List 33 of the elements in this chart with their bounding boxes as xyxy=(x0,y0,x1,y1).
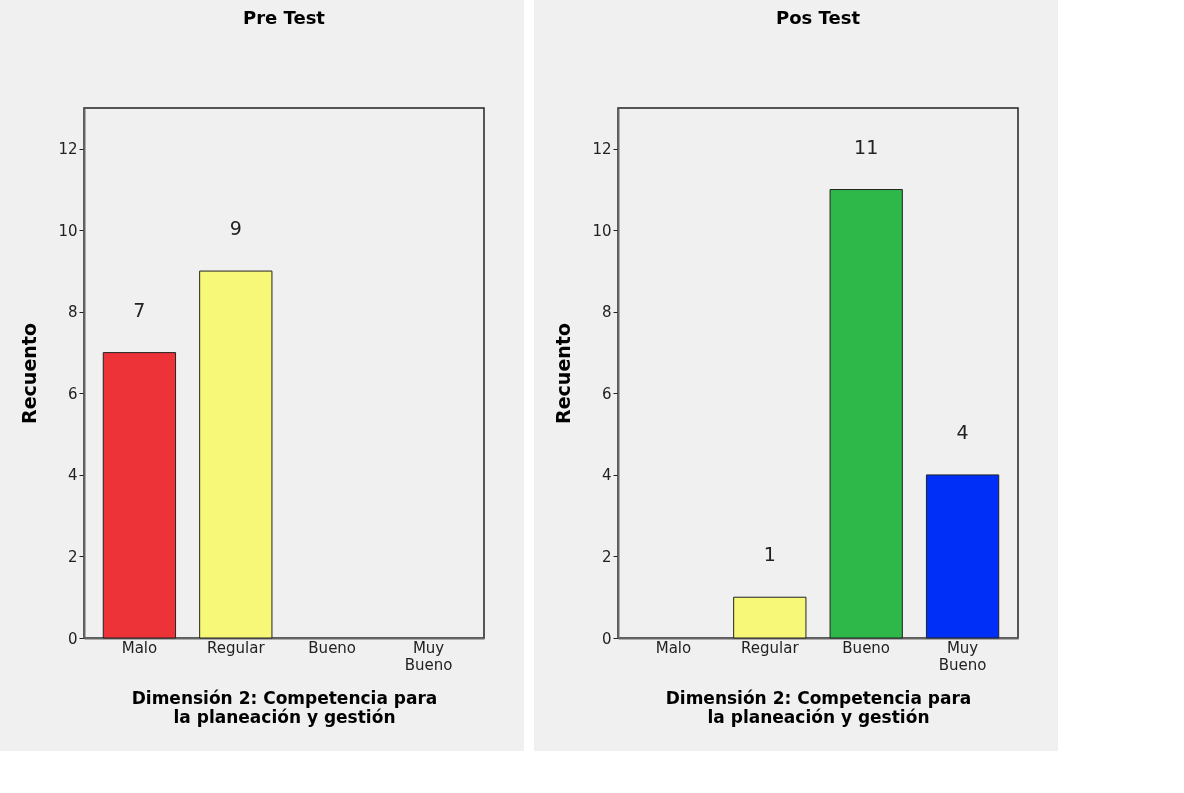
x-axis-title: Dimensión 2: Competencia para la planeación y gestión xyxy=(665,687,972,727)
y-tick-label: 6 xyxy=(601,384,612,403)
data-label: 1 xyxy=(763,543,776,566)
y-tick-label: 0 xyxy=(601,629,612,648)
data-label: 9 xyxy=(229,217,242,240)
data-label: 11 xyxy=(854,135,879,158)
y-tick-label: 2 xyxy=(601,547,612,566)
chart-title: Pos Test xyxy=(776,7,861,28)
y-axis-title: Recuento xyxy=(18,323,41,424)
y-tick-label: 10 xyxy=(592,221,612,240)
y-tick-label: 0 xyxy=(67,629,78,648)
x-tick-label: Bueno xyxy=(308,638,357,657)
y-axis-title: Recuento xyxy=(552,323,575,424)
y-tick-label: 8 xyxy=(601,303,612,322)
chart-title: Pre Test xyxy=(243,7,326,28)
y-tick-label: 4 xyxy=(601,466,612,485)
x-tick-label: Malo xyxy=(655,638,692,657)
x-tick-label: Regular xyxy=(207,638,266,657)
x-tick-label: Malo xyxy=(121,638,158,657)
x-tick-label: Muy Bueno xyxy=(938,638,987,674)
x-tick-label: Bueno xyxy=(842,638,891,657)
y-tick-label: 10 xyxy=(58,221,78,240)
y-tick-label: 12 xyxy=(592,140,612,159)
y-tick-label: 2 xyxy=(67,547,78,566)
y-tick-label: 8 xyxy=(67,303,78,322)
y-tick-label: 4 xyxy=(67,466,78,485)
y-tick-label: 6 xyxy=(67,384,78,403)
y-tick-label: 12 xyxy=(58,140,78,159)
x-tick-label: Muy Bueno xyxy=(404,638,453,674)
x-tick-label: Regular xyxy=(741,638,800,657)
x-axis-title: Dimensión 2: Competencia para la planeación y gestión xyxy=(131,687,438,727)
data-label: 7 xyxy=(133,298,146,321)
data-label: 4 xyxy=(956,420,969,443)
